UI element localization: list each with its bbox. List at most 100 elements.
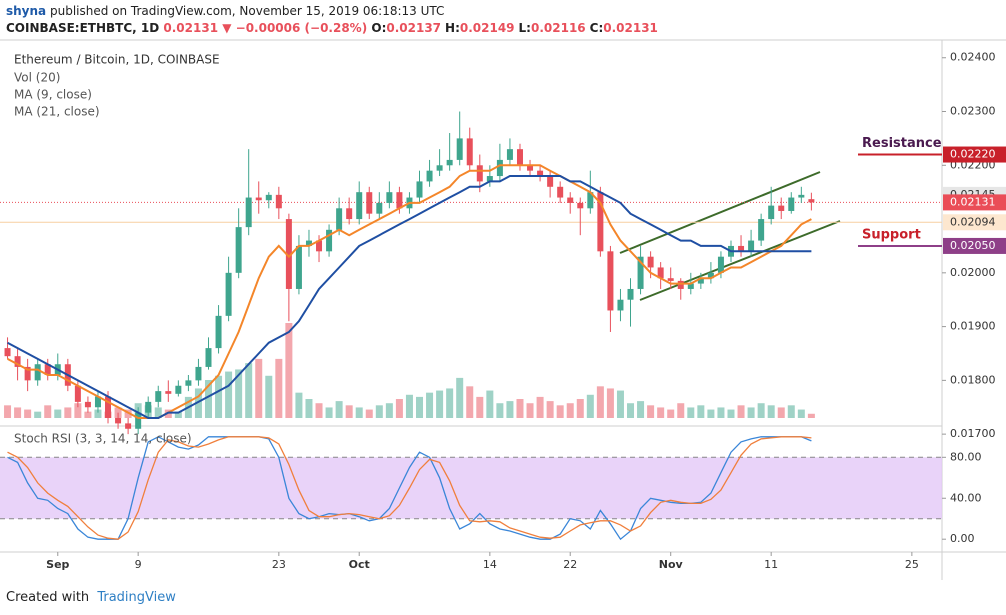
volume-bar (124, 409, 132, 418)
volume-bar (416, 396, 424, 418)
volume-bar (24, 409, 32, 418)
volume-bar (486, 390, 494, 418)
candle-body (527, 165, 534, 171)
volume-bar (235, 369, 243, 418)
volume-bar (526, 403, 534, 418)
volume-bar (154, 407, 162, 418)
volume-bar (255, 358, 263, 418)
volume-bar (194, 388, 202, 418)
candle-body (597, 192, 604, 252)
candle-body (778, 205, 785, 211)
volume-bar (606, 388, 614, 418)
chart-title: Ethereum / Bitcoin, 1D, COINBASE (14, 53, 220, 67)
candle-body (436, 165, 443, 171)
volume-bar (807, 413, 815, 418)
volume-bar (627, 403, 635, 418)
y-tick-label: 0.01900 (950, 320, 996, 333)
volume-bar (496, 403, 504, 418)
y-tick-label: 80.00 (950, 450, 982, 463)
volume-bar (204, 380, 212, 418)
volume-bar (737, 405, 745, 418)
x-tick-label: 22 (563, 558, 577, 571)
x-tick-label: Oct (349, 558, 370, 571)
ohlc-label: C: (589, 21, 604, 35)
legend-entry: MA (9, close) (14, 88, 92, 102)
candle-body (758, 219, 765, 241)
candle-body (316, 240, 323, 252)
candle-body (205, 348, 212, 367)
volume-bar (315, 403, 323, 418)
volume-bar (456, 377, 464, 418)
volume-bar (275, 358, 283, 418)
volume-bar (536, 396, 544, 418)
candle-body (637, 256, 644, 289)
price-badge (943, 237, 1006, 254)
price-badge-label: 0.02220 (950, 148, 996, 161)
legend-volume: Vol (20) (14, 71, 60, 85)
candle-body (245, 197, 252, 228)
candle-body (396, 192, 403, 209)
candle-body (14, 356, 21, 367)
volume-bar (717, 407, 725, 418)
candle-body (285, 219, 292, 289)
candle-body (44, 364, 51, 375)
candle-body (607, 251, 614, 311)
candle-body (356, 192, 363, 220)
volume-bar (385, 403, 393, 418)
candle-body (155, 391, 162, 402)
volume-bar (446, 388, 454, 418)
candle-body (4, 348, 11, 357)
candle-body (305, 240, 312, 246)
price-badge-label: 0.02050 (950, 239, 996, 252)
candle-body (265, 194, 272, 201)
candle-body (386, 192, 393, 203)
volume-bar (697, 405, 705, 418)
footer: Created with TradingView (6, 590, 176, 605)
ma-line (7, 175, 812, 419)
price-badge (943, 146, 1006, 163)
stoch-line (7, 436, 812, 541)
candle-body (486, 176, 493, 182)
y-tick-label: 40.00 (950, 491, 982, 504)
candle-body (446, 159, 453, 166)
legend-entry: MA (21, close) (14, 105, 100, 119)
last: 0.02131 (163, 21, 219, 35)
volume-bar (687, 407, 695, 418)
volume-bar (797, 409, 805, 418)
candle-body (145, 401, 152, 413)
x-tick-label: 14 (483, 558, 497, 571)
ohlc-value: 0.02149 (459, 21, 515, 35)
candle-body (627, 288, 634, 300)
candle-body (215, 315, 222, 349)
candle-body (667, 278, 674, 281)
price-badge (943, 194, 1006, 211)
stoch-band (0, 457, 942, 519)
annotation: Support (862, 227, 921, 242)
volume-bar (365, 409, 373, 418)
volume-bar (325, 407, 333, 418)
candle-body (225, 272, 232, 316)
candle-body (647, 256, 654, 268)
candle-body (125, 423, 132, 429)
y-tick-label: 0.02300 (950, 105, 996, 118)
trend-line (619, 171, 821, 254)
volume-bar (767, 405, 775, 418)
ma-line (7, 164, 812, 419)
volume-bar (245, 363, 253, 418)
y-tick-label: 0.02000 (950, 266, 996, 279)
volume-bar (164, 409, 172, 418)
volume-bar (44, 405, 52, 418)
candle-body (557, 186, 564, 198)
candle-body (195, 366, 202, 381)
candle-body (326, 229, 333, 252)
chart: 0.024000.023000.022000.020000.019000.018… (0, 39, 1006, 580)
candle-body (255, 197, 262, 201)
ohlc-label: L: (518, 21, 531, 35)
candle-body (697, 278, 704, 284)
candle-body (295, 245, 302, 289)
author: shyna (6, 4, 47, 18)
volume-bar (335, 401, 343, 418)
candle-body (537, 170, 544, 177)
volume-bar (616, 390, 624, 418)
volume-bar (516, 399, 524, 418)
